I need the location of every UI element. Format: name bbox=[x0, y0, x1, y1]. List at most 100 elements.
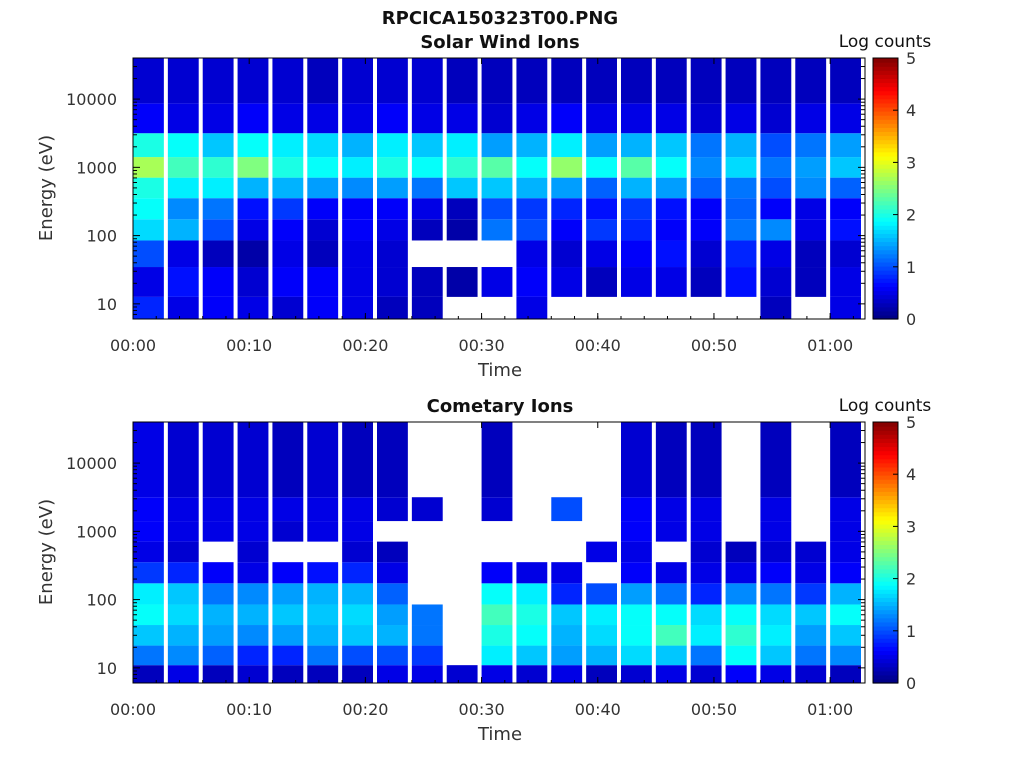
heatmap-cell bbox=[690, 604, 722, 626]
heatmap-cell bbox=[133, 562, 164, 584]
heatmap-cell bbox=[725, 103, 757, 134]
heatmap-cell bbox=[655, 240, 687, 268]
heatmap-cell bbox=[725, 58, 757, 104]
heatmap-cell bbox=[411, 665, 443, 683]
heatmap-cell bbox=[481, 562, 513, 584]
colorbar-swatch bbox=[873, 430, 898, 435]
colorbar: 0 1 2 3 4 5 bbox=[872, 49, 916, 329]
colorbar-swatch bbox=[873, 523, 898, 529]
heatmap-cell bbox=[795, 219, 827, 241]
heatmap-cell bbox=[272, 422, 304, 498]
heatmap-cell bbox=[725, 133, 757, 158]
colorbar: 0 1 2 3 4 5 bbox=[872, 413, 916, 693]
colorbar-swatch bbox=[873, 466, 898, 472]
heatmap-cell bbox=[481, 133, 513, 158]
y-tick-label: 10000 bbox=[66, 90, 117, 109]
heatmap-cell bbox=[551, 604, 583, 626]
heatmap-cell bbox=[411, 58, 443, 104]
heatmap-cell bbox=[690, 521, 722, 542]
colorbar-swatch bbox=[873, 511, 898, 517]
heatmap-cell bbox=[202, 665, 234, 683]
heatmap-cell bbox=[377, 562, 408, 584]
heatmap-cell bbox=[272, 103, 304, 134]
heatmap-cell bbox=[237, 541, 269, 563]
colorbar-swatch bbox=[873, 650, 898, 656]
colorbar-swatch bbox=[873, 82, 898, 88]
heatmap-cell bbox=[307, 177, 339, 199]
heatmap-cell bbox=[725, 541, 757, 563]
heatmap-cell bbox=[377, 219, 408, 241]
colorbar-swatch bbox=[873, 629, 898, 635]
colorbar-swatch bbox=[873, 581, 898, 586]
colorbar-tick-label: 0 bbox=[906, 674, 916, 693]
heatmap-cell bbox=[342, 497, 373, 522]
heatmap-cell bbox=[621, 58, 652, 104]
heatmap-cell bbox=[202, 198, 234, 220]
colorbar-swatch bbox=[873, 58, 898, 63]
heatmap-cell bbox=[830, 219, 861, 241]
x-tick-label: 00:10 bbox=[226, 700, 272, 719]
heatmap-cell bbox=[760, 267, 792, 297]
colorbar-swatch bbox=[873, 499, 898, 505]
heatmap-cell bbox=[481, 625, 513, 646]
heatmap-cell bbox=[377, 58, 408, 104]
colorbar-swatch bbox=[873, 576, 898, 582]
heatmap-cell bbox=[516, 583, 548, 605]
heatmap-cell bbox=[795, 157, 827, 178]
colorbar-tick-label: 3 bbox=[906, 517, 916, 536]
heatmap-cell bbox=[133, 497, 164, 522]
heatmap-cell bbox=[272, 198, 304, 220]
colorbar-swatch bbox=[873, 454, 898, 460]
heatmap-cell bbox=[377, 625, 408, 646]
heatmap-cell bbox=[237, 422, 269, 498]
heatmap-cell bbox=[342, 103, 373, 134]
heatmap-cell bbox=[272, 583, 304, 605]
heatmap-cell bbox=[655, 521, 687, 542]
heatmap-cells bbox=[133, 58, 861, 319]
colorbar-swatch bbox=[873, 278, 898, 283]
colorbar-swatch bbox=[873, 536, 898, 541]
colorbar-swatch bbox=[873, 176, 898, 181]
heatmap-cell bbox=[621, 177, 652, 199]
heatmap-cell bbox=[272, 562, 304, 584]
heatmap-cell bbox=[411, 267, 443, 297]
colorbar-swatch bbox=[873, 475, 898, 480]
heatmap-cell bbox=[481, 198, 513, 220]
colorbar-swatch bbox=[873, 261, 898, 267]
y-tick-label: 1000 bbox=[76, 158, 117, 177]
heatmap-cell bbox=[690, 625, 722, 646]
heatmap-cell bbox=[551, 198, 583, 220]
colorbar-swatch bbox=[873, 642, 898, 647]
heatmap-cell bbox=[342, 541, 373, 563]
colorbar-swatch bbox=[873, 184, 898, 190]
heatmap-cell bbox=[760, 645, 792, 666]
heatmap-cell bbox=[202, 157, 234, 178]
heatmap-cell bbox=[516, 267, 548, 297]
heatmap-cell bbox=[795, 198, 827, 220]
heatmap-cell bbox=[237, 219, 269, 241]
colorbar-swatch bbox=[873, 294, 898, 300]
heatmap-cell bbox=[133, 219, 164, 241]
heatmap-cell bbox=[237, 497, 269, 522]
y-axis-label: Energy (eV) bbox=[36, 135, 57, 241]
heatmap-cell bbox=[830, 562, 861, 584]
heatmap-cell bbox=[760, 422, 792, 498]
heatmap-cell bbox=[516, 198, 548, 220]
heatmap-cell bbox=[621, 219, 652, 241]
heatmap-cell bbox=[760, 665, 792, 683]
colorbar-swatch bbox=[873, 634, 898, 639]
colorbar-swatch bbox=[873, 585, 898, 590]
heatmap-cell bbox=[830, 604, 861, 626]
heatmap-cell bbox=[342, 583, 373, 605]
heatmap-cell bbox=[167, 58, 199, 104]
heatmap-cell bbox=[830, 267, 861, 297]
heatmap-cell bbox=[342, 625, 373, 646]
colorbar-tick-label: 1 bbox=[906, 258, 916, 277]
colorbar-label: Log counts bbox=[839, 396, 932, 416]
heatmap-cell bbox=[655, 58, 687, 104]
heatmap-cell bbox=[621, 562, 652, 584]
colorbar-swatch bbox=[873, 90, 898, 96]
heatmap-cell bbox=[411, 103, 443, 134]
heatmap-cell bbox=[237, 583, 269, 605]
colorbar-swatch bbox=[873, 544, 898, 550]
